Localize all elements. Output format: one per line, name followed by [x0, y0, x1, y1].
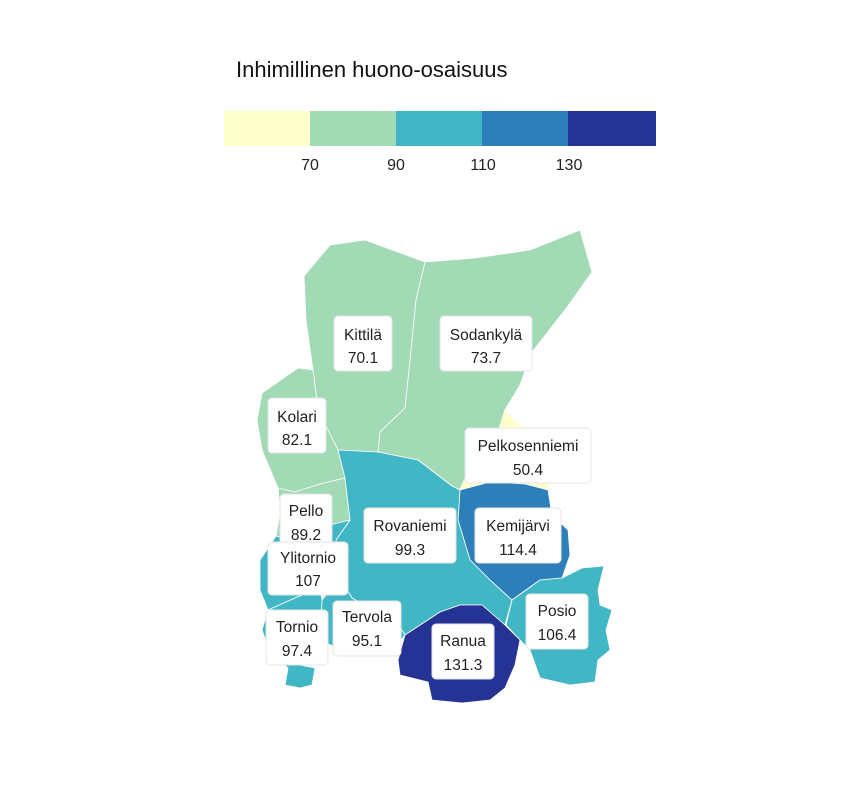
label-box-kemijarvi — [474, 507, 562, 564]
label-value-posio: 106.4 — [538, 627, 577, 644]
label-name-ylitornio: Ylitornio — [280, 550, 336, 567]
legend-swatch-1 — [310, 111, 397, 146]
label-name-ranua: Ranua — [440, 633, 486, 650]
label-box-ylitornio — [267, 541, 349, 596]
legend-title: Inhimillinen huono-osaisuus — [236, 57, 508, 82]
label-box-tornio — [265, 609, 329, 666]
label-value-ranua: 131.3 — [444, 657, 483, 674]
label-ranua: Ranua 131.3 — [431, 623, 495, 680]
legend: Inhimillinen huono-osaisuus 70 90 110 13… — [224, 57, 656, 174]
legend-tick-90: 90 — [387, 157, 405, 174]
label-value-sodankyla: 73.7 — [471, 350, 501, 367]
label-kittila: Kittilä 70.1 — [333, 315, 393, 372]
label-value-tornio: 97.4 — [282, 643, 313, 660]
label-name-kolari: Kolari — [277, 409, 317, 426]
legend-tick-110: 110 — [470, 157, 496, 174]
label-tervola: Tervola 95.1 — [332, 600, 402, 657]
label-name-kittila: Kittilä — [344, 327, 382, 344]
label-box-ranua — [431, 623, 495, 680]
label-pello: Pello 89.2 — [279, 493, 333, 547]
label-name-pello: Pello — [289, 503, 323, 520]
legend-swatch-2 — [396, 111, 483, 146]
label-kolari: Kolari 82.1 — [267, 397, 327, 454]
label-pelkosenniemi: Pelkosenniemi 50.4 — [464, 427, 592, 484]
label-name-sodankyla: Sodankylä — [450, 327, 523, 344]
label-ylitornio: Ylitornio 107 — [267, 541, 349, 596]
legend-swatch-0 — [224, 111, 311, 146]
label-sodankyla: Sodankylä 73.7 — [439, 315, 533, 372]
label-box-tervola — [332, 600, 402, 657]
label-name-tornio: Tornio — [276, 619, 318, 636]
label-name-posio: Posio — [538, 603, 577, 620]
label-value-pello: 89.2 — [291, 527, 321, 544]
label-value-ylitornio: 107 — [295, 573, 321, 590]
label-kemijarvi: Kemijärvi 114.4 — [474, 507, 562, 564]
label-posio: Posio 106.4 — [525, 593, 589, 650]
label-box-sodankyla — [439, 315, 533, 372]
label-value-rovaniemi: 99.3 — [395, 542, 425, 559]
legend-swatch-4 — [568, 111, 656, 146]
label-box-kolari — [267, 397, 327, 454]
labels: Kittilä 70.1 Sodankylä 73.7 Kolari 82.1 … — [265, 315, 592, 680]
label-name-kemijarvi: Kemijärvi — [486, 518, 550, 535]
label-tornio: Tornio 97.4 — [265, 609, 329, 666]
label-value-pelkosenniemi: 50.4 — [513, 462, 544, 479]
label-value-kolari: 82.1 — [282, 432, 312, 449]
legend-swatch-3 — [482, 111, 569, 146]
label-rovaniemi: Rovaniemi 99.3 — [363, 507, 457, 564]
label-box-kittila — [333, 315, 393, 372]
legend-tick-70: 70 — [301, 157, 319, 174]
label-value-tervola: 95.1 — [352, 633, 382, 650]
label-name-pelkosenniemi: Pelkosenniemi — [478, 438, 579, 455]
label-name-rovaniemi: Rovaniemi — [373, 518, 446, 535]
label-name-tervola: Tervola — [342, 609, 392, 626]
label-value-kemijarvi: 114.4 — [499, 542, 537, 559]
label-value-kittila: 70.1 — [348, 350, 378, 367]
label-box-rovaniemi — [363, 507, 457, 564]
label-box-posio — [525, 593, 589, 650]
legend-tick-130: 130 — [556, 157, 583, 174]
label-box-pelkosenniemi — [464, 427, 592, 484]
